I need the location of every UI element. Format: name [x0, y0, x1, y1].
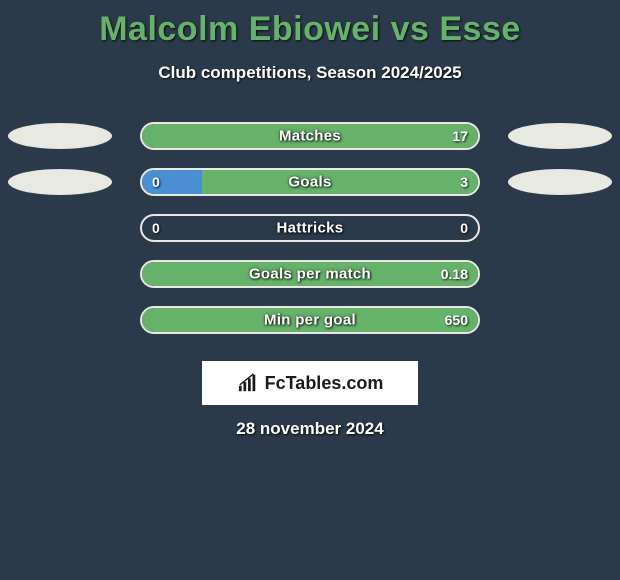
- logo-text: FcTables.com: [265, 373, 384, 394]
- stat-bar: 00Hattricks: [140, 214, 480, 242]
- subtitle: Club competitions, Season 2024/2025: [0, 63, 620, 83]
- stat-label: Hattricks: [142, 220, 478, 237]
- stat-row: 0.18Goals per match: [0, 251, 620, 297]
- stat-row: 03Goals: [0, 159, 620, 205]
- stat-row: 17Matches: [0, 113, 620, 159]
- stat-bar: 03Goals: [140, 168, 480, 196]
- player-right-ellipse: [508, 169, 612, 195]
- stat-row: 650Min per goal: [0, 297, 620, 343]
- fctables-logo[interactable]: FcTables.com: [202, 361, 418, 405]
- player-right-ellipse: [508, 123, 612, 149]
- stat-bar: 650Min per goal: [140, 306, 480, 334]
- bar-chart-icon: [237, 373, 259, 393]
- stat-bar: 17Matches: [140, 122, 480, 150]
- date-label: 28 november 2024: [0, 419, 620, 439]
- player-left-ellipse: [8, 169, 112, 195]
- stats-container: 17Matches 03Goals 00Hattricks 0.18Goals per…: [0, 113, 620, 343]
- stat-label: Matches: [142, 128, 478, 145]
- player-left-ellipse: [8, 123, 112, 149]
- stat-bar: 0.18Goals per match: [140, 260, 480, 288]
- stat-label: Min per goal: [142, 312, 478, 329]
- page-title: Malcolm Ebiowei vs Esse: [0, 10, 620, 49]
- stat-label: Goals: [142, 174, 478, 191]
- stat-row: 00Hattricks: [0, 205, 620, 251]
- comparison-widget: Malcolm Ebiowei vs Esse Club competition…: [0, 0, 620, 580]
- stat-label: Goals per match: [142, 266, 478, 283]
